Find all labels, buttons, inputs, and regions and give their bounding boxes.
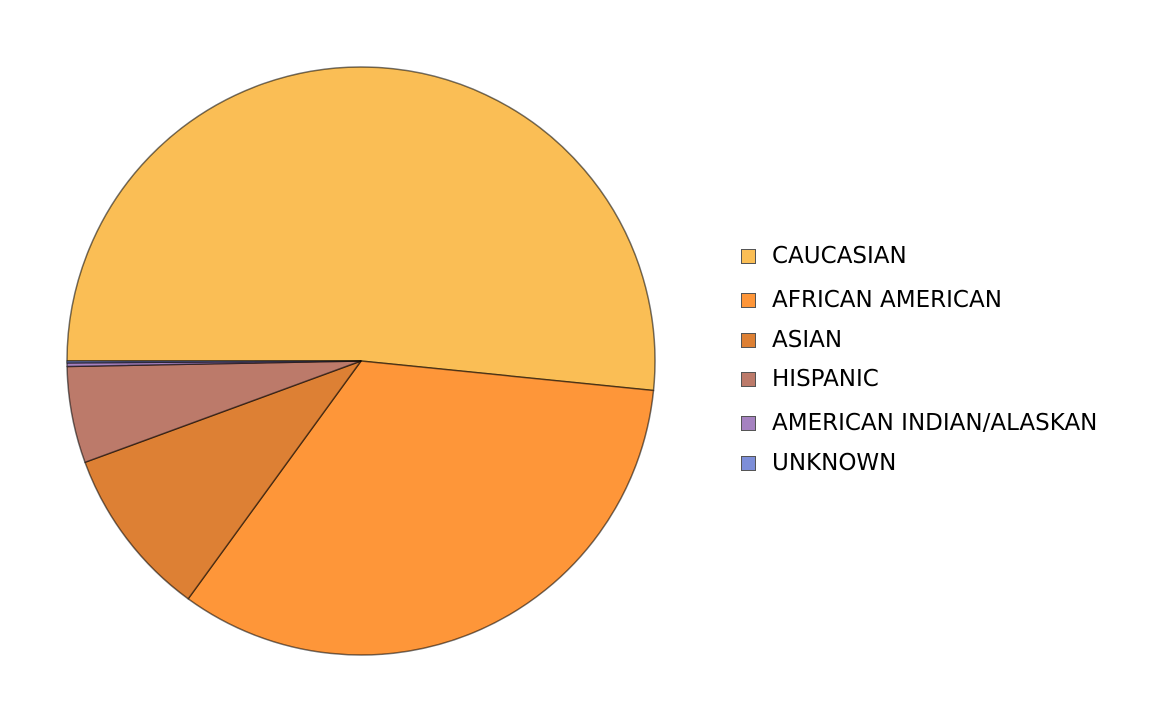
legend-label: HISPANIC xyxy=(772,366,879,392)
legend-swatch xyxy=(741,332,756,348)
legend-item-african-american: AFRICAN AMERICAN xyxy=(741,287,1002,313)
legend-label: AMERICAN INDIAN/ALASKAN xyxy=(772,410,1098,436)
pie-slice-caucasian xyxy=(66,66,656,392)
legend-label: CAUCASIAN xyxy=(772,243,907,269)
legend-label: ASIAN xyxy=(772,327,843,353)
legend-swatch xyxy=(741,248,756,264)
legend-label: AFRICAN AMERICAN xyxy=(772,287,1002,313)
legend-item-caucasian: CAUCASIAN xyxy=(741,243,907,269)
legend-label: UNKNOWN xyxy=(772,450,897,476)
legend-swatch xyxy=(741,455,756,471)
legend-item-asian: ASIAN xyxy=(741,327,843,353)
pie-slice-unknown xyxy=(66,360,362,364)
pie-slice-asian xyxy=(84,360,362,600)
legend-swatch xyxy=(741,371,756,387)
pie-chart xyxy=(66,66,656,656)
pie-slice-african-american xyxy=(187,360,655,656)
legend-item-american-indian: AMERICAN INDIAN/ALASKAN xyxy=(741,410,1098,436)
legend-swatch xyxy=(741,292,756,308)
legend-item-hispanic: HISPANIC xyxy=(741,366,879,392)
legend-item-unknown: UNKNOWN xyxy=(741,450,897,476)
legend-swatch xyxy=(741,415,756,431)
